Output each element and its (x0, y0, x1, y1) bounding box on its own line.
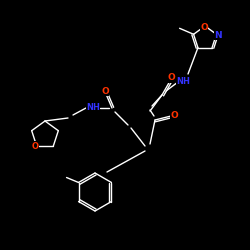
Text: O: O (200, 22, 208, 32)
Text: O: O (167, 74, 175, 82)
Text: NH: NH (86, 104, 100, 112)
Text: N: N (214, 31, 222, 40)
Text: O: O (170, 112, 178, 120)
Text: O: O (31, 142, 38, 151)
Text: NH: NH (176, 78, 190, 86)
Text: O: O (101, 86, 109, 96)
